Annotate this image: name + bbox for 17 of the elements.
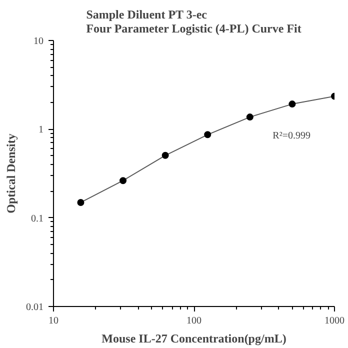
point: [204, 131, 212, 138]
y-tick-label: 0.01: [26, 302, 44, 313]
chart-title: Sample Diluent PT 3-ec Four Parameter Logistic (4-PL) Curve Fit: [86, 8, 302, 36]
point: [120, 177, 127, 184]
x-axis-title: Mouse IL-27 Concentration(pg/mL): [102, 332, 286, 346]
point: [288, 100, 296, 108]
y-tick-label: 0.1: [31, 213, 44, 224]
x-tick-label: 100: [186, 316, 202, 326]
point: [162, 152, 169, 159]
x-tick-label: 10: [48, 316, 58, 326]
x-tick-label: 1000: [324, 316, 344, 326]
annotation: R²=0.999: [272, 130, 310, 142]
y-axis-title: Optical Density: [4, 134, 18, 214]
point: [246, 114, 254, 121]
point: [77, 198, 84, 206]
y-tick-label: 1: [38, 124, 44, 136]
y-tick-label: 10: [34, 36, 44, 47]
